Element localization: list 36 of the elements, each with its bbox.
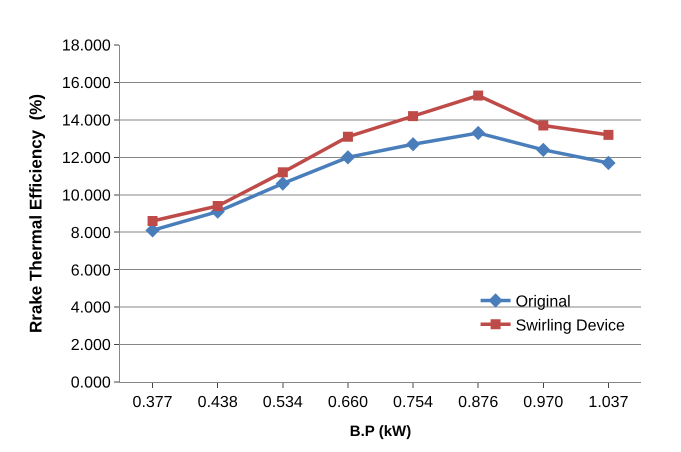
y-tick-label: 6.000 <box>70 262 111 280</box>
x-tick-label: 0.534 <box>262 394 303 412</box>
point <box>342 132 353 142</box>
point <box>148 216 158 226</box>
y-axis-title: Rrake Thermal Efficiency (%) <box>26 94 46 334</box>
y-tick-label: 18.000 <box>62 38 111 55</box>
point <box>276 176 290 191</box>
point <box>408 111 418 122</box>
y-tick-label: 0.000 <box>70 374 111 392</box>
y-tick-label: 4.000 <box>70 300 111 317</box>
y-tick-label: 8.000 <box>70 224 111 242</box>
point <box>473 90 484 101</box>
legend-label: Swirling Device <box>516 318 626 334</box>
x-tick-label: 0.876 <box>458 394 498 412</box>
y-tick-label: 12.000 <box>62 150 111 167</box>
y-tick-label: 16.000 <box>62 75 111 92</box>
point <box>538 120 548 131</box>
y-tick-label: 2.000 <box>70 337 111 354</box>
point <box>340 150 356 164</box>
y-tick-label: 10.000 <box>62 187 111 204</box>
point <box>601 156 616 170</box>
x-tick-label: 0.660 <box>328 394 368 412</box>
x-tick-label: 1.037 <box>588 394 629 412</box>
point <box>212 201 223 212</box>
x-tick-label: 0.377 <box>132 394 173 412</box>
point <box>406 137 420 152</box>
x-tick-label: 0.754 <box>393 394 434 412</box>
y-tick-label: 14.000 <box>62 112 111 130</box>
x-axis-title: B.P (kW) <box>350 423 412 440</box>
x-tick-label: 0.438 <box>198 394 238 412</box>
point <box>278 167 288 178</box>
x-tick-label: 0.970 <box>523 394 564 412</box>
legend-label: Original <box>516 294 571 311</box>
point <box>536 142 550 157</box>
point <box>603 130 614 140</box>
point <box>471 126 486 140</box>
